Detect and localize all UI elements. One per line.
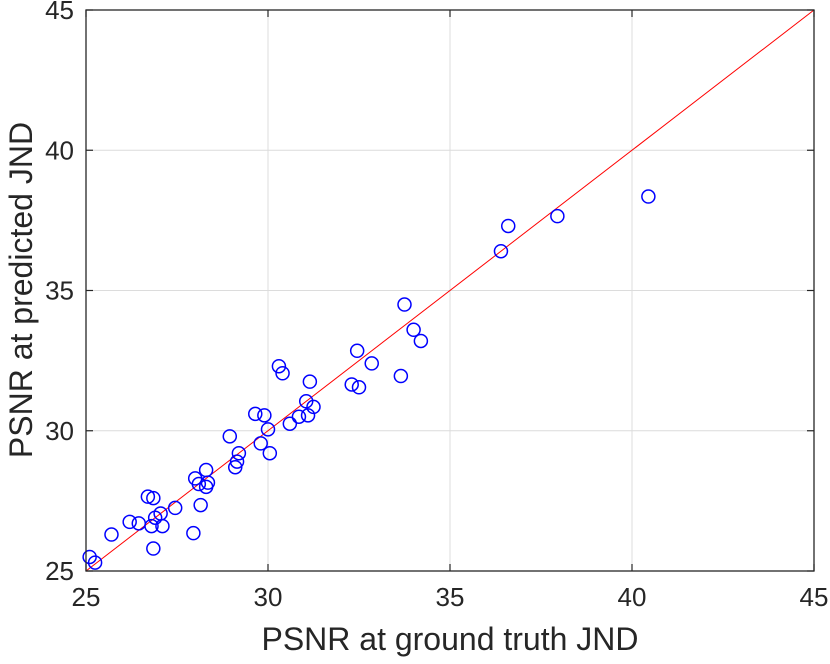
data-point — [167, 500, 183, 516]
x-tick-label: 45 — [800, 582, 829, 612]
data-point — [87, 555, 103, 570]
data-point — [349, 343, 365, 359]
data-point — [200, 475, 216, 490]
data-point — [104, 527, 119, 542]
data-point — [193, 497, 208, 513]
data-point — [351, 380, 367, 395]
data-point — [122, 514, 137, 530]
x-tick-label: 40 — [618, 582, 647, 612]
data-point — [493, 243, 509, 259]
data-point — [144, 518, 159, 534]
data-point — [257, 408, 272, 423]
data-point — [641, 189, 656, 204]
data-point — [155, 518, 170, 534]
data-point — [231, 445, 247, 461]
data-point — [229, 454, 245, 469]
data-point — [227, 459, 243, 475]
data-point — [291, 409, 307, 424]
x-tick-label: 30 — [254, 582, 283, 612]
x-tick-label: 35 — [436, 582, 465, 612]
data-point — [344, 377, 359, 392]
y-tick-label: 25 — [45, 556, 74, 586]
data-point — [260, 422, 276, 437]
data-point — [253, 436, 268, 451]
y-tick-label: 40 — [45, 135, 74, 165]
y-tick-label: 30 — [45, 416, 74, 446]
data-point — [146, 490, 161, 506]
data-point — [550, 208, 565, 224]
data-point — [364, 356, 379, 371]
data-points — [82, 189, 656, 570]
data-point — [500, 218, 516, 234]
data-point — [186, 525, 201, 541]
x-tick-label: 25 — [72, 582, 101, 612]
x-axis-label: PSNR at ground truth JND — [261, 621, 638, 657]
data-point — [282, 416, 298, 431]
y-tick-label: 45 — [45, 0, 74, 25]
data-point — [222, 429, 238, 444]
data-point — [271, 358, 287, 374]
reference-line — [85, 9, 815, 572]
data-point — [413, 333, 429, 349]
data-point — [302, 374, 318, 389]
data-point — [397, 297, 412, 312]
data-point — [146, 541, 161, 556]
axis-ticks: 25 30 35 40 45 25 30 35 40 45 — [45, 0, 828, 612]
data-point — [298, 394, 314, 409]
y-tick-label: 35 — [45, 276, 74, 306]
data-point — [191, 476, 207, 492]
data-point — [275, 365, 290, 381]
data-point — [82, 549, 97, 565]
y-axis-label: PSNR at predicted JND — [3, 122, 39, 458]
data-point — [406, 322, 421, 338]
data-point — [306, 399, 321, 415]
data-point — [262, 445, 278, 461]
data-point — [248, 406, 263, 422]
data-point — [393, 368, 409, 384]
data-point — [140, 489, 156, 504]
